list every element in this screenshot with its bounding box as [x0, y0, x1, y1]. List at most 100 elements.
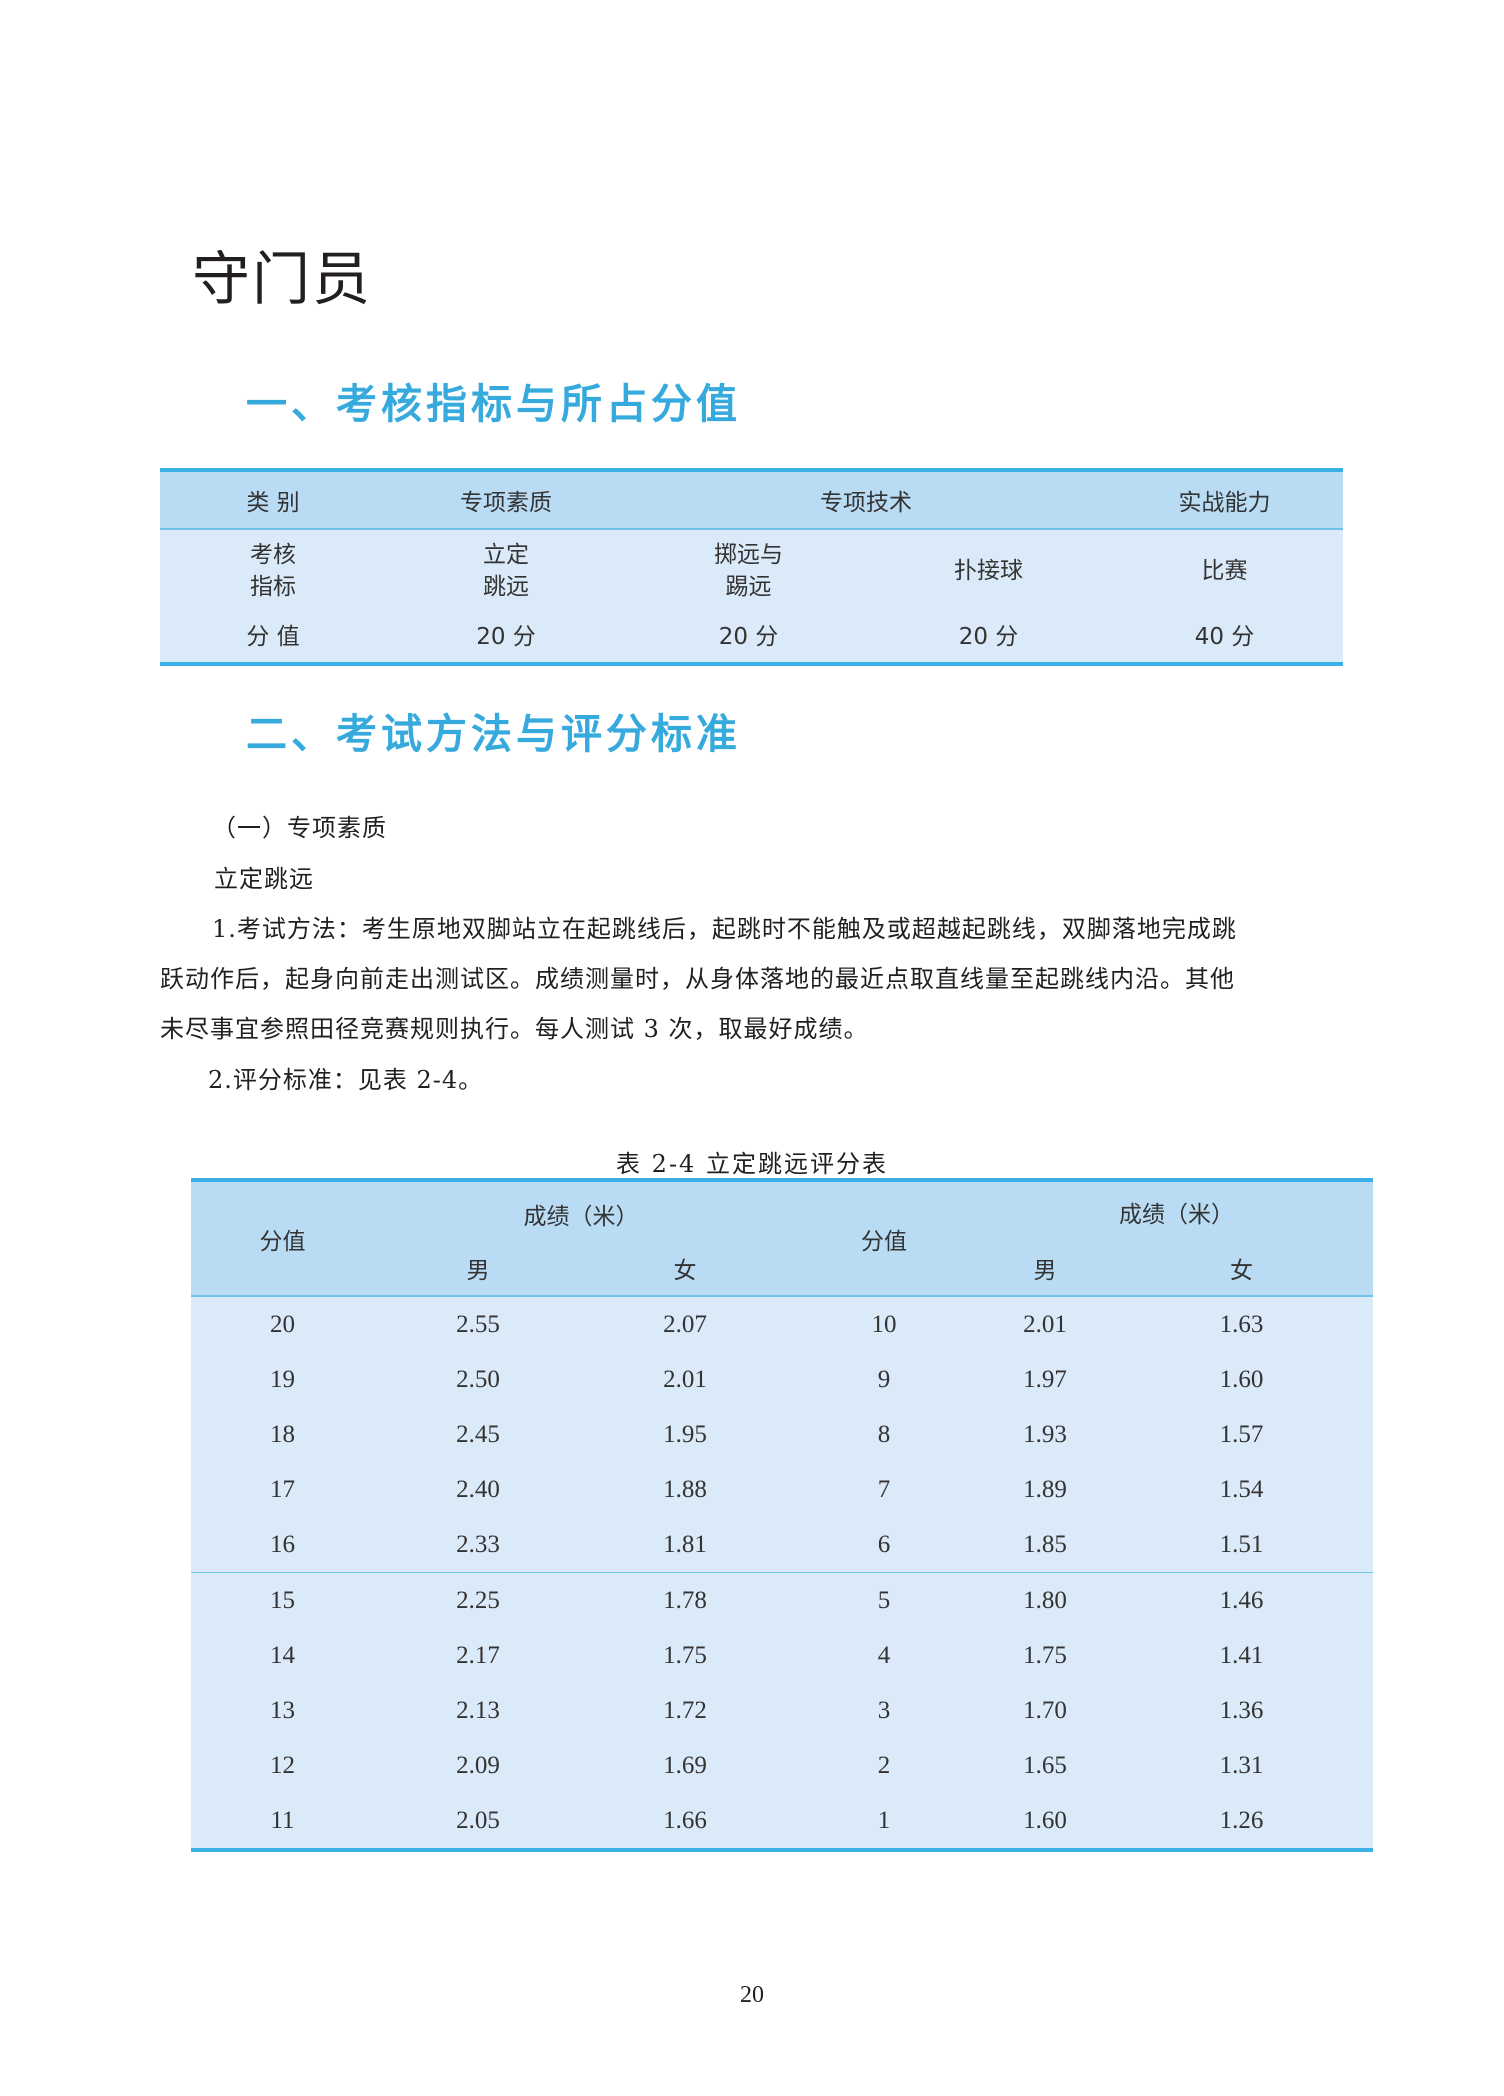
table-cell: 2.25 [374, 1572, 582, 1628]
table-cell: 1.97 [980, 1352, 1110, 1407]
table-row: 12 2.09 1.69 2 1.65 1.31 [191, 1738, 1373, 1793]
score-cell: 20 分 [386, 606, 626, 664]
score-label: 分 值 [160, 606, 386, 664]
table-cell: 12 [191, 1738, 374, 1793]
table-row: 15 2.25 1.78 5 1.80 1.46 [191, 1572, 1373, 1628]
table-cell: 18 [191, 1407, 374, 1462]
table-cell: 7 [788, 1462, 980, 1517]
table-cell: 1.75 [582, 1628, 788, 1683]
score-cell: 20 分 [871, 606, 1106, 664]
table-row: 14 2.17 1.75 4 1.75 1.41 [191, 1628, 1373, 1683]
table-cell: 2.05 [374, 1793, 582, 1850]
indicator-throw-kick: 掷远与 踢远 [626, 529, 871, 606]
header-special-quality: 专项素质 [386, 470, 626, 530]
method-line: 1.考试方法：考生原地双脚站立在起跳线后，起跳时不能触及或超越起跳线，双脚落地完… [212, 915, 1237, 943]
table-cell: 10 [788, 1296, 980, 1352]
table-cell: 9 [788, 1352, 980, 1407]
table-caption: 表 2-4 立定跳远评分表 [616, 1150, 888, 1178]
indicator-catch: 扑接球 [871, 529, 1106, 606]
table-cell: 1.57 [1110, 1407, 1373, 1462]
table-cell: 1.85 [980, 1517, 1110, 1573]
table-cell: 1.65 [980, 1738, 1110, 1793]
table-cell: 13 [191, 1683, 374, 1738]
table-header-row: 分值 成绩（米） 分值 成绩（米） [191, 1180, 1373, 1297]
table-cell: 1.70 [980, 1683, 1110, 1738]
table-row: 19 2.50 2.01 9 1.97 1.60 [191, 1352, 1373, 1407]
table-cell: 1.41 [1110, 1628, 1373, 1683]
score-cell: 20 分 [626, 606, 871, 664]
table-cell: 1.81 [582, 1517, 788, 1573]
table-cell: 17 [191, 1462, 374, 1517]
table-cell: 2.01 [980, 1296, 1110, 1352]
header-score: 分值 [788, 1180, 980, 1297]
table-row: 13 2.13 1.72 3 1.70 1.36 [191, 1683, 1373, 1738]
table-cell: 8 [788, 1407, 980, 1462]
header-male: 男 [374, 1241, 582, 1297]
header-result: 成绩（米） [980, 1180, 1373, 1241]
method-line: 跃动作后，起身向前走出测试区。成绩测量时，从身体落地的最近点取直线量至起跳线内沿… [160, 965, 1235, 993]
table-cell: 1.60 [980, 1793, 1110, 1850]
table-cell: 20 [191, 1296, 374, 1352]
indicator-label: 考核 指标 [160, 529, 386, 606]
table-cell: 2.17 [374, 1628, 582, 1683]
item-title: 立定跳远 [214, 865, 314, 893]
header-combat: 实战能力 [1106, 470, 1343, 530]
indicator-match: 比赛 [1106, 529, 1343, 606]
score-row: 分 值 20 分 20 分 20 分 40 分 [160, 606, 1343, 664]
table-cell: 3 [788, 1683, 980, 1738]
method-line: 未尽事宜参照田径竞赛规则执行。每人测试 3 次，取最好成绩。 [160, 1015, 869, 1043]
indicator-row: 考核 指标 立定 跳远 掷远与 踢远 扑接球 比赛 [160, 529, 1343, 606]
table-cell: 1.93 [980, 1407, 1110, 1462]
table-cell: 1.36 [1110, 1683, 1373, 1738]
table-row: 17 2.40 1.88 7 1.89 1.54 [191, 1462, 1373, 1517]
table-cell: 19 [191, 1352, 374, 1407]
table-cell: 1.63 [1110, 1296, 1373, 1352]
section-heading-1: 一、考核指标与所占分值 [246, 380, 741, 428]
header-female: 女 [1110, 1241, 1373, 1297]
subheading: （一）专项素质 [212, 814, 387, 842]
table-cell: 2.01 [582, 1352, 788, 1407]
page-number: 20 [740, 1982, 764, 2008]
table-cell: 2.13 [374, 1683, 582, 1738]
table-cell: 2.09 [374, 1738, 582, 1793]
header-score: 分值 [191, 1180, 374, 1297]
table-cell: 2.33 [374, 1517, 582, 1573]
table-cell: 1.95 [582, 1407, 788, 1462]
table-cell: 1.89 [980, 1462, 1110, 1517]
table-cell: 16 [191, 1517, 374, 1573]
table-cell: 1.54 [1110, 1462, 1373, 1517]
header-female: 女 [582, 1241, 788, 1297]
table-cell: 2.40 [374, 1462, 582, 1517]
section-heading-2: 二、考试方法与评分标准 [246, 710, 741, 758]
table-row: 20 2.55 2.07 10 2.01 1.63 [191, 1296, 1373, 1352]
score-table: 分值 成绩（米） 分值 成绩（米） 男 女 男 女 20 2.55 2.07 10 2.… [191, 1178, 1373, 1852]
table-cell: 1.78 [582, 1572, 788, 1628]
header-category: 类 别 [160, 470, 386, 530]
table-cell: 1.75 [980, 1628, 1110, 1683]
table-cell: 2 [788, 1738, 980, 1793]
header-male: 男 [980, 1241, 1110, 1297]
table-cell: 14 [191, 1628, 374, 1683]
table-cell: 4 [788, 1628, 980, 1683]
table-subheader-row: 男 女 男 女 [191, 1241, 1373, 1297]
table-cell: 2.45 [374, 1407, 582, 1462]
score-cell: 40 分 [1106, 606, 1343, 664]
table-cell: 1.66 [582, 1793, 788, 1850]
table-cell: 11 [191, 1793, 374, 1850]
table-cell: 1.88 [582, 1462, 788, 1517]
criteria-line: 2.评分标准：见表 2-4。 [208, 1066, 484, 1094]
header-result: 成绩（米） [374, 1180, 788, 1241]
table-cell: 15 [191, 1572, 374, 1628]
table-cell: 1 [788, 1793, 980, 1850]
table-cell: 2.07 [582, 1296, 788, 1352]
table-cell: 6 [788, 1517, 980, 1573]
table-row: 18 2.45 1.95 8 1.93 1.57 [191, 1407, 1373, 1462]
table-header-row: 类 别 专项素质 专项技术 实战能力 [160, 470, 1343, 530]
table-cell: 1.72 [582, 1683, 788, 1738]
table-cell: 1.26 [1110, 1793, 1373, 1850]
indicator-standing-jump: 立定 跳远 [386, 529, 626, 606]
table-cell: 5 [788, 1572, 980, 1628]
table-cell: 1.60 [1110, 1352, 1373, 1407]
table-row: 16 2.33 1.81 6 1.85 1.51 [191, 1517, 1373, 1573]
header-special-skill: 专项技术 [626, 470, 1106, 530]
